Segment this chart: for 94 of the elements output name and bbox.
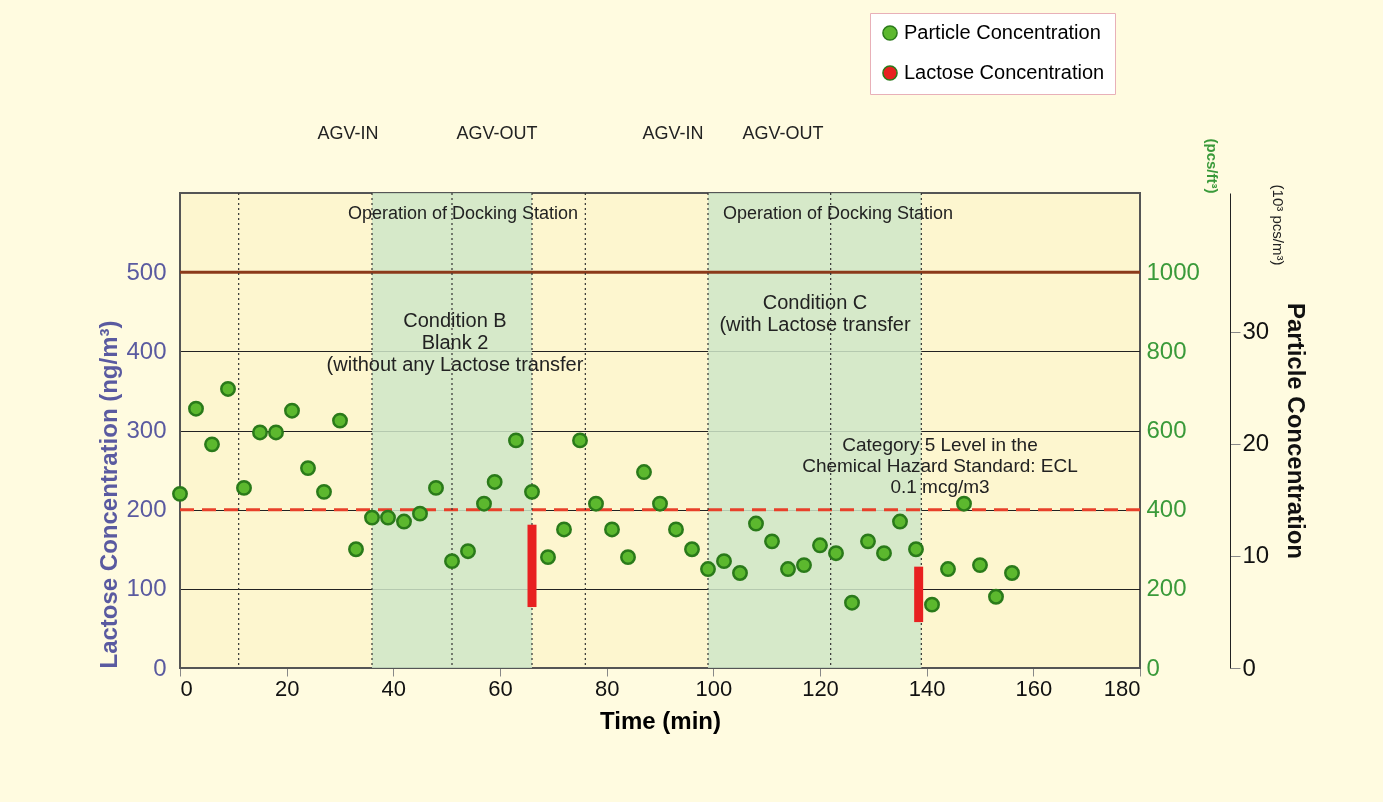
point <box>556 521 572 538</box>
annotation: Operation of Docking Station <box>347 203 579 223</box>
text: AGV-OUT <box>456 123 538 143</box>
y2-tick-label: 400 <box>1146 495 1187 523</box>
point <box>668 521 684 538</box>
x-tick-label: 60 <box>488 675 513 701</box>
y2-tick-label: 600 <box>1146 416 1187 443</box>
point <box>876 545 892 562</box>
y-tick-label: 200 <box>126 495 167 523</box>
x-tick-label: 80 <box>594 675 620 701</box>
point <box>908 541 924 558</box>
point <box>828 545 844 562</box>
x-tick-label: 100 <box>695 675 733 701</box>
point <box>444 553 460 570</box>
point <box>604 521 620 538</box>
point <box>268 424 284 441</box>
y3-tick-label: 30 <box>1242 317 1270 345</box>
point <box>540 549 556 566</box>
y2-tick-label: 200 <box>1146 574 1187 602</box>
point <box>284 402 300 419</box>
y2-tick-label: 800 <box>1146 336 1187 364</box>
annotation: Operation of Docking Station <box>722 203 954 223</box>
y3-tick-label: 10 <box>1242 541 1270 569</box>
x-tick-label: 120 <box>802 675 839 701</box>
legend-label: Lactose Concentration <box>904 61 1105 83</box>
annotation: Category 5 Level in the Chemical Hazard Standard: ECL 0.1 mcg/m3 <box>802 434 1078 497</box>
y2-tick-label: 1000 <box>1146 257 1200 285</box>
point <box>716 553 732 570</box>
point <box>380 509 396 526</box>
point <box>428 479 444 496</box>
x-tick-label: 40 <box>381 675 407 701</box>
point <box>508 432 524 449</box>
point <box>364 509 380 526</box>
point <box>972 557 988 574</box>
point <box>924 596 940 613</box>
point <box>300 460 316 477</box>
point <box>252 424 268 441</box>
y-tick-label: 300 <box>126 416 167 443</box>
point <box>588 495 604 512</box>
point <box>796 557 812 574</box>
point <box>892 513 908 530</box>
point <box>188 400 204 417</box>
text: AGV-OUT <box>742 123 824 143</box>
y-tick-label: 500 <box>126 257 167 285</box>
point <box>204 436 220 453</box>
point <box>636 464 652 481</box>
point <box>860 533 876 550</box>
y-axis-title: Lactose Concentration (ng/m³) <box>95 320 123 669</box>
x-tick-label: 160 <box>1015 675 1053 701</box>
point <box>236 479 252 496</box>
point <box>732 565 748 581</box>
point <box>748 515 764 532</box>
point <box>476 495 492 512</box>
point <box>684 541 700 558</box>
point <box>460 543 476 560</box>
point <box>572 432 588 449</box>
point <box>652 495 668 512</box>
x-tick-label: 180 <box>1103 675 1141 701</box>
point <box>316 483 332 500</box>
y3-tick-label: 20 <box>1242 429 1270 457</box>
point <box>486 474 503 490</box>
point <box>700 561 716 577</box>
x-tick-label: 0 <box>180 675 193 701</box>
point <box>844 594 860 611</box>
point <box>764 533 780 550</box>
annotation: Condition B Blank 2 (without any Lactose transfer <box>326 309 584 375</box>
y3-axis-title: Particle Concentration <box>1283 302 1311 560</box>
legend-label: Particle Concentration <box>904 21 1101 43</box>
point <box>620 549 636 566</box>
point <box>1004 565 1020 581</box>
y-tick-label: 100 <box>126 574 167 602</box>
x-tick-label: 140 <box>908 675 946 701</box>
y2-axis-title: (pcs/ft³) <box>1203 138 1221 194</box>
text: AGV-IN <box>317 123 379 143</box>
point <box>412 505 428 522</box>
point <box>348 541 364 558</box>
text: AGV-IN <box>642 123 704 143</box>
point <box>988 588 1004 605</box>
point <box>220 380 236 397</box>
point <box>332 412 348 429</box>
point <box>396 513 412 530</box>
y3-tick-label: 0 <box>1242 653 1256 681</box>
y2-tick-label: 0 <box>1146 653 1160 681</box>
y-tick-label: 0 <box>153 653 167 681</box>
point <box>780 561 796 577</box>
point <box>172 485 188 502</box>
point <box>940 561 956 577</box>
y-tick-label: 400 <box>126 336 167 364</box>
annotation: Condition C (with Lactose transfer <box>719 291 911 335</box>
text: (10³ pcs/m³) <box>1270 184 1287 266</box>
point <box>524 483 540 500</box>
point <box>812 537 828 554</box>
x-tick-label: 20 <box>274 675 300 701</box>
x-axis-title: Time (min) <box>600 706 721 734</box>
